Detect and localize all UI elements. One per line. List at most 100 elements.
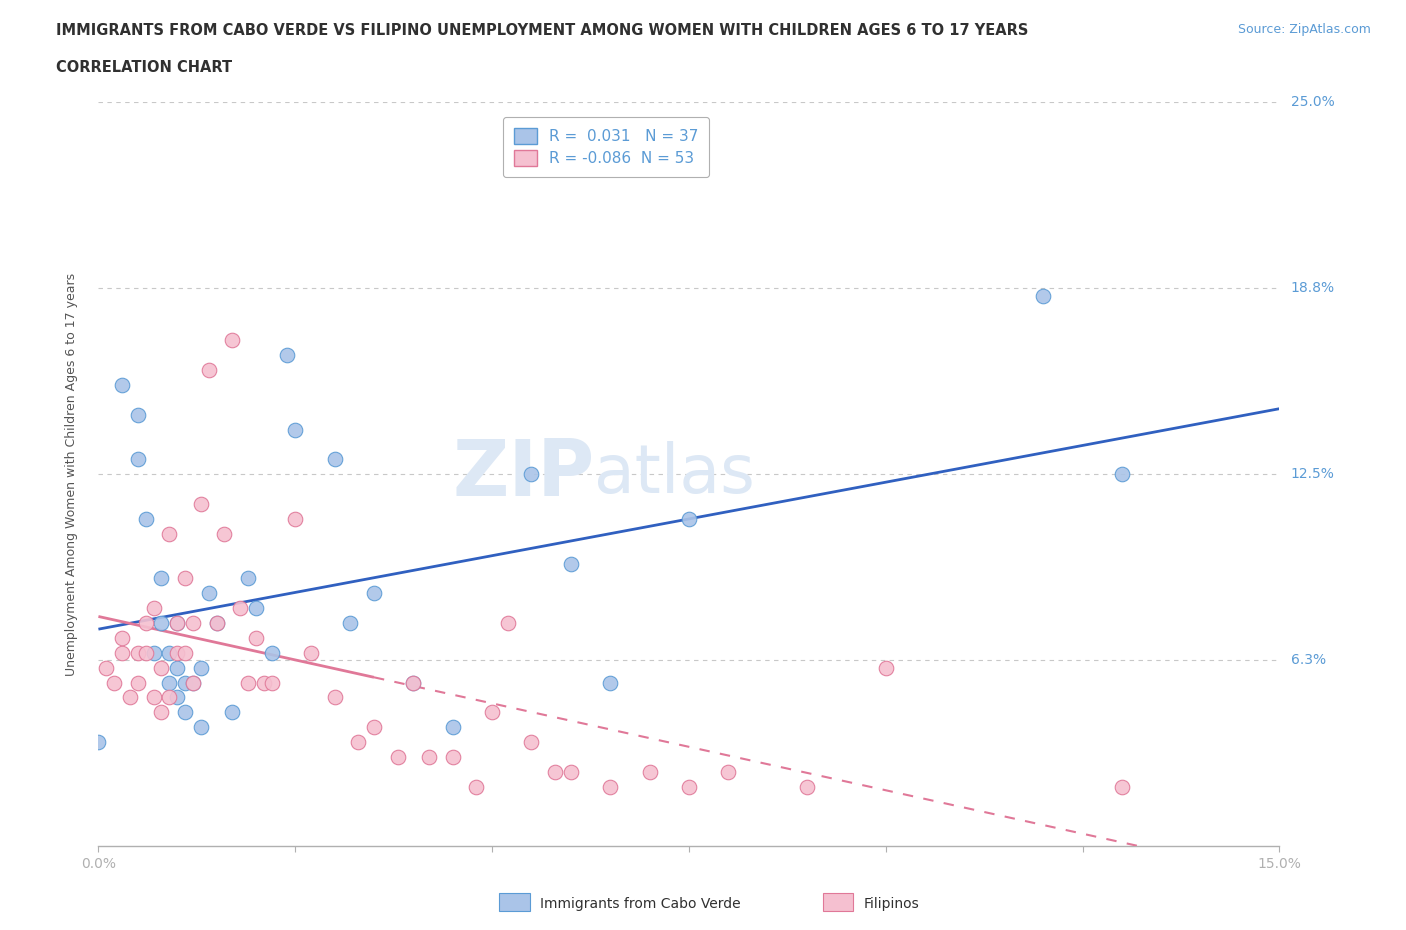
Point (190, 497, 212, 512)
Point (678, 779, 700, 794)
Point (150, 660, 173, 675)
Point (174, 571, 197, 586)
Point (560, 764, 582, 779)
Y-axis label: Unemployment Among Women with Children Ages 6 to 17 years: Unemployment Among Women with Children A… (65, 272, 77, 676)
Point (127, 675, 149, 690)
Text: 6.3%: 6.3% (1291, 653, 1326, 668)
Point (111, 631, 134, 645)
Point (481, 705, 503, 720)
Point (1032, 288, 1054, 303)
Point (339, 616, 361, 631)
Point (323, 690, 346, 705)
Point (1111, 779, 1133, 794)
Point (166, 660, 188, 675)
Point (323, 452, 346, 467)
Point (157, 675, 180, 690)
Point (111, 645, 134, 660)
Point (174, 645, 197, 660)
Point (638, 764, 661, 779)
Point (166, 616, 188, 631)
Text: 18.8%: 18.8% (1291, 281, 1334, 296)
Point (229, 601, 252, 616)
Point (190, 720, 212, 735)
Point (560, 556, 582, 571)
Point (441, 750, 464, 764)
Point (418, 750, 440, 764)
Text: 25.0%: 25.0% (1291, 95, 1334, 110)
Point (87, 735, 110, 750)
Point (1111, 467, 1133, 482)
Point (135, 512, 157, 526)
Point (363, 720, 385, 735)
Point (166, 616, 188, 631)
Point (465, 779, 488, 794)
Text: Filipinos: Filipinos (863, 897, 920, 911)
Point (135, 645, 157, 660)
Point (221, 705, 243, 720)
Point (111, 378, 134, 392)
Point (236, 675, 259, 690)
Point (103, 675, 125, 690)
Text: atlas: atlas (595, 442, 755, 507)
Point (496, 616, 519, 631)
Point (181, 675, 204, 690)
Text: 12.5%: 12.5% (1291, 467, 1334, 482)
Text: Source: ZipAtlas.com: Source: ZipAtlas.com (1237, 23, 1371, 36)
Point (166, 690, 188, 705)
Point (441, 720, 464, 735)
Point (276, 348, 298, 363)
Point (174, 675, 197, 690)
Point (236, 571, 259, 586)
Point (166, 645, 188, 660)
Point (96, 660, 118, 675)
Point (299, 645, 322, 660)
Text: IMMIGRANTS FROM CABO VERDE VS FILIPINO UNEMPLOYMENT AMONG WOMEN WITH CHILDREN AG: IMMIGRANTS FROM CABO VERDE VS FILIPINO U… (56, 23, 1029, 38)
Point (387, 750, 409, 764)
Text: ZIP: ZIP (453, 436, 595, 512)
Point (875, 660, 897, 675)
Point (205, 616, 228, 631)
Text: CORRELATION CHART: CORRELATION CHART (56, 60, 232, 75)
Point (245, 631, 267, 645)
Point (717, 764, 740, 779)
Point (214, 526, 236, 541)
Point (197, 363, 219, 378)
Point (245, 601, 267, 616)
Point (520, 735, 543, 750)
Point (142, 645, 165, 660)
Point (599, 675, 621, 690)
Point (221, 333, 243, 348)
Point (174, 705, 197, 720)
Point (205, 616, 228, 631)
Point (284, 422, 307, 437)
Point (157, 526, 180, 541)
Point (678, 512, 700, 526)
Legend: R =  0.031   N = 37, R = -0.086  N = 53: R = 0.031 N = 37, R = -0.086 N = 53 (503, 117, 709, 177)
Point (190, 660, 212, 675)
Point (402, 675, 425, 690)
Point (599, 779, 621, 794)
Point (347, 735, 370, 750)
Point (127, 645, 149, 660)
Point (520, 467, 543, 482)
Point (157, 690, 180, 705)
Point (127, 452, 149, 467)
Point (544, 764, 567, 779)
Point (260, 675, 283, 690)
Point (260, 645, 283, 660)
Point (181, 616, 204, 631)
Point (253, 675, 276, 690)
Point (181, 675, 204, 690)
Point (284, 512, 307, 526)
Point (402, 675, 425, 690)
Point (796, 779, 818, 794)
Point (127, 407, 149, 422)
Point (197, 586, 219, 601)
Point (142, 601, 165, 616)
Point (135, 616, 157, 631)
Point (363, 586, 385, 601)
Point (142, 690, 165, 705)
Point (118, 690, 141, 705)
Point (150, 616, 173, 631)
Text: Immigrants from Cabo Verde: Immigrants from Cabo Verde (540, 897, 741, 911)
